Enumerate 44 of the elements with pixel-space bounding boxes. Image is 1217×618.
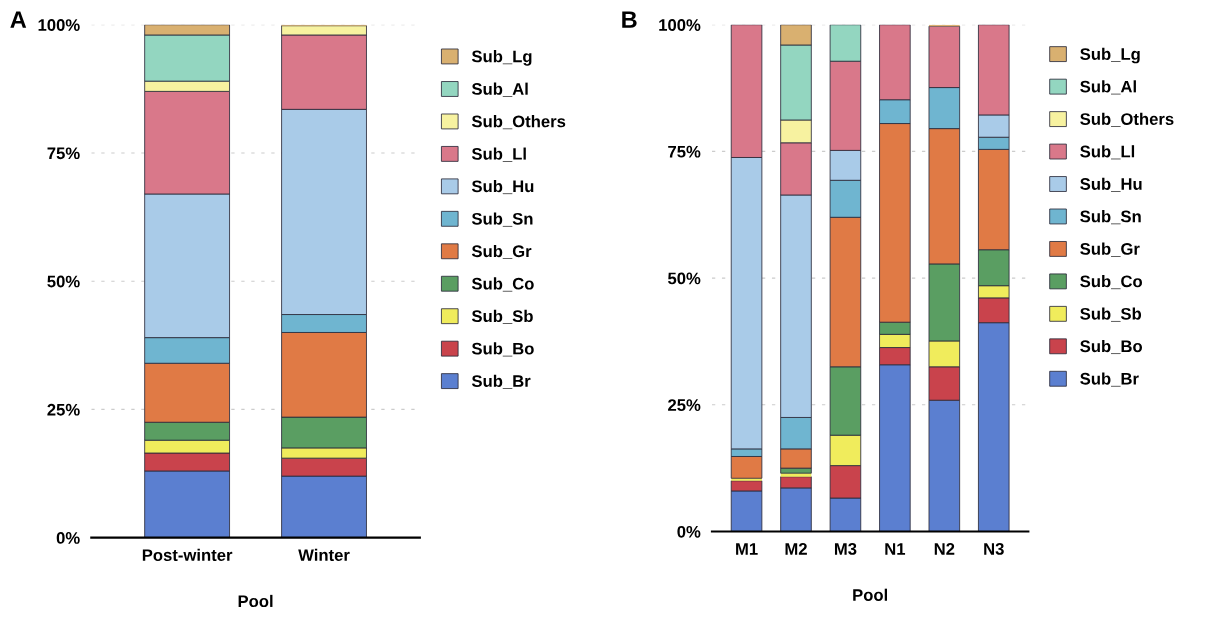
chart-title: A (10, 11, 27, 28)
legend-label: Sub_Others (1080, 112, 1174, 127)
legend-label: Sub_Co (471, 277, 534, 292)
y-tick-label: 25% (47, 403, 80, 416)
chart-title: B (622, 11, 637, 28)
x-axis-title: Pool (238, 594, 273, 608)
y-tick-label: 0% (56, 532, 80, 544)
legend-label: Sub_Al (1080, 80, 1136, 95)
legend-label: Sub_Bo (1080, 339, 1143, 355)
y-tick-label: 75% (668, 145, 701, 158)
legend-label: Sub_Sb (1080, 307, 1142, 322)
x-tick-label: Post-winter (142, 548, 233, 562)
x-tick-label: M1 (736, 543, 758, 555)
x-tick-label: Winter (298, 548, 350, 562)
legend-label: Sub_Gr (471, 244, 532, 260)
x-tick-label: N3 (984, 543, 1004, 555)
legend-label: Sub_Ll (471, 147, 526, 162)
y-tick-label: 50% (47, 275, 80, 288)
legend-label: Sub_Gr (1080, 242, 1140, 257)
y-tick-label: 0% (677, 525, 701, 538)
legend-label: Sub_Sn (1080, 210, 1141, 225)
legend-label: Sub_Co (1080, 275, 1143, 290)
legend-label: Sub_Bo (471, 342, 534, 357)
legend-label: Sub_Lg (1080, 47, 1140, 64)
y-tick-label: 100% (38, 19, 80, 31)
x-tick-label: N2 (934, 543, 955, 555)
legend-label: Sub_Sn (471, 212, 533, 227)
y-tick-label: 75% (47, 147, 80, 160)
legend-label: Sub_Br (1080, 372, 1139, 387)
legend-label: Sub_Al (471, 82, 528, 97)
y-tick-label: 25% (668, 399, 701, 411)
legend-label: Sub_Br (471, 374, 531, 389)
x-axis-title: Pool (853, 588, 888, 601)
y-tick-label: 100% (659, 19, 701, 31)
legend-label: Sub_Lg (471, 50, 532, 66)
legend-label: Sub_Ll (1080, 145, 1135, 160)
y-tick-label: 50% (667, 272, 701, 285)
legend-label: Sub_Hu (1080, 177, 1142, 192)
legend-label: Sub_Others (471, 115, 566, 130)
legend-label: Sub_Hu (471, 179, 534, 195)
x-tick-label: N1 (885, 543, 906, 555)
x-tick-label: M3 (834, 543, 857, 555)
legend-label: Sub_Sb (471, 309, 533, 324)
x-tick-label: M2 (785, 543, 807, 555)
